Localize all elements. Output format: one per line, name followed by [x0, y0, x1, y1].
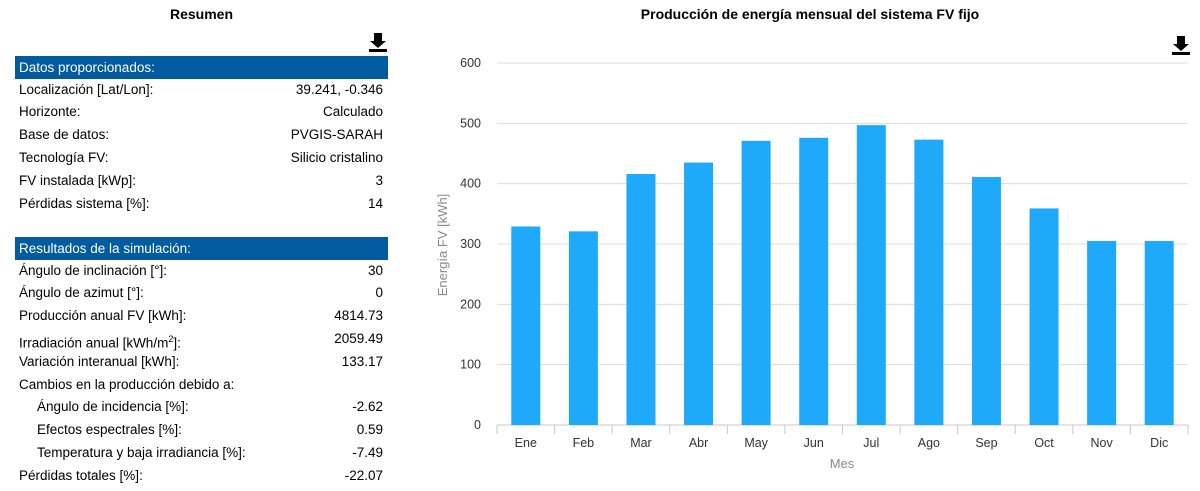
- x-tick-label: Mar: [630, 436, 652, 450]
- x-tick-label: Oct: [1034, 436, 1054, 450]
- summary-row-label: Ángulo de inclinación [°]:: [19, 262, 167, 278]
- summary-row: Temperatura y baja irradiancia [%]: -7.49: [15, 442, 388, 465]
- summary-row: Tecnología FV: Silicio cristalino: [15, 147, 388, 170]
- summary-row-label: Variación interanual [kWh]:: [19, 353, 180, 369]
- summary-row-value: -22.07: [344, 467, 383, 483]
- summary-row-label: Producción anual FV [kWh]:: [19, 308, 187, 324]
- bar-feb[interactable]: [568, 231, 598, 425]
- x-tick-label: Ene: [515, 436, 537, 450]
- bar-nov[interactable]: [1087, 240, 1117, 425]
- provided-data-header: Datos proporcionados:: [15, 56, 388, 79]
- summary-row-value: 133.17: [341, 353, 383, 369]
- x-tick-label: Feb: [573, 436, 595, 450]
- summary-row-value: -7.49: [352, 444, 383, 460]
- summary-row-label: Cambios en la producción debido a:: [19, 376, 235, 392]
- bar-jul[interactable]: [856, 125, 886, 425]
- summary-row: FV instalada [kWp]: 3: [15, 170, 388, 193]
- x-tick-label: Ago: [918, 436, 940, 450]
- chart-download-icon[interactable]: [1172, 36, 1190, 56]
- y-tick-label: 100: [460, 358, 481, 372]
- bar-sep[interactable]: [971, 177, 1001, 425]
- summary-row-value: PVGIS-SARAH: [290, 127, 383, 143]
- summary-row-label: Efectos espectrales [%]:: [37, 422, 182, 438]
- summary-row-value: 39.241, -0.346: [295, 81, 383, 97]
- summary-row: Cambios en la producción debido a:: [15, 374, 388, 397]
- x-tick-label: Dic: [1150, 436, 1168, 450]
- y-tick-label: 0: [474, 418, 481, 432]
- bar-abr[interactable]: [684, 162, 714, 426]
- y-tick-label: 500: [460, 116, 481, 130]
- summary-row-label: Pérdidas sistema [%]:: [19, 195, 150, 211]
- summary-row-value: 4814.73: [334, 308, 383, 324]
- bar-oct[interactable]: [1029, 208, 1059, 425]
- summary-row-value: 2059.49: [334, 330, 383, 346]
- bar-jun[interactable]: [799, 137, 829, 425]
- summary-row-label: Pérdidas totales [%]:: [19, 467, 143, 483]
- y-tick-label: 200: [460, 297, 481, 311]
- summary-row-label: FV instalada [kWp]:: [19, 172, 137, 188]
- x-tick-label: May: [744, 436, 768, 450]
- bar-ago[interactable]: [914, 139, 944, 425]
- summary-row: Pérdidas totales [%]: -22.07: [15, 465, 388, 488]
- summary-row-label: Base de datos:: [19, 127, 110, 143]
- summary-panel: Resumen: [15, 0, 388, 26]
- download-icon[interactable]: [369, 33, 387, 53]
- x-tick-label: Jun: [804, 436, 824, 450]
- summary-row: Variación interanual [kWh]: 133.17: [15, 351, 388, 374]
- summary-row: Producción anual FV [kWh]: 4814.73: [15, 305, 388, 328]
- summary-row-value: 14: [367, 195, 383, 211]
- summary-row: Efectos espectrales [%]: 0.59: [15, 419, 388, 442]
- summary-row-value: 3: [375, 172, 383, 188]
- results-header: Resultados de la simulación:: [15, 237, 388, 260]
- summary-row-value: -2.62: [352, 399, 383, 415]
- summary-row: Irradiación anual [kWh/m2]: 2059.49: [15, 328, 388, 351]
- y-tick-label: 300: [460, 237, 481, 251]
- y-tick-label: 600: [460, 56, 481, 70]
- summary-row-label: Temperatura y baja irradiancia [%]:: [37, 444, 246, 460]
- summary-row: Base de datos: PVGIS-SARAH: [15, 124, 388, 147]
- bar-mar[interactable]: [626, 174, 656, 425]
- summary-row: Ángulo de inclinación [°]: 30: [15, 260, 388, 283]
- summary-row-label: Horizonte:: [19, 104, 81, 120]
- x-tick-label: Abr: [689, 436, 708, 450]
- summary-row-label: Tecnología FV:: [19, 149, 109, 165]
- bar-may[interactable]: [741, 140, 771, 425]
- x-tick-label: Nov: [1091, 436, 1114, 450]
- summary-row-value: Silicio cristalino: [290, 149, 383, 165]
- summary-row-value: 0.59: [356, 422, 383, 438]
- chart-title: Producción de energía mensual del sistem…: [640, 6, 980, 22]
- summary-row: Ángulo de azimut [°]: 0: [15, 282, 388, 305]
- x-tick-label: Sep: [975, 436, 997, 450]
- summary-row-label: Localización [Lat/Lon]:: [19, 81, 154, 97]
- summary-row-value: 0: [375, 285, 383, 301]
- summary-row: Ángulo de incidencia [%]: -2.62: [15, 396, 388, 419]
- bar-ene[interactable]: [511, 226, 541, 425]
- y-axis-label: Energía FV [kWh]: [435, 194, 450, 297]
- x-tick-label: Jul: [863, 436, 879, 450]
- summary-row: Pérdidas sistema [%]: 14: [15, 193, 388, 216]
- summary-row-label: Ángulo de azimut [°]:: [19, 285, 144, 301]
- summary-row-label: Ángulo de incidencia [%]:: [37, 399, 189, 415]
- summary-row-value: Calculado: [322, 104, 383, 120]
- bar-dic[interactable]: [1144, 240, 1174, 425]
- summary-row-label: Irradiación anual [kWh/m2]:: [19, 333, 181, 351]
- x-axis-label: Mes: [830, 456, 855, 471]
- y-tick-label: 400: [460, 177, 481, 191]
- summary-row: Horizonte: Calculado: [15, 101, 388, 124]
- summary-row: Localización [Lat/Lon]: 39.241, -0.346: [15, 79, 388, 102]
- summary-title: Resumen: [169, 6, 234, 22]
- summary-row-value: 30: [367, 262, 383, 278]
